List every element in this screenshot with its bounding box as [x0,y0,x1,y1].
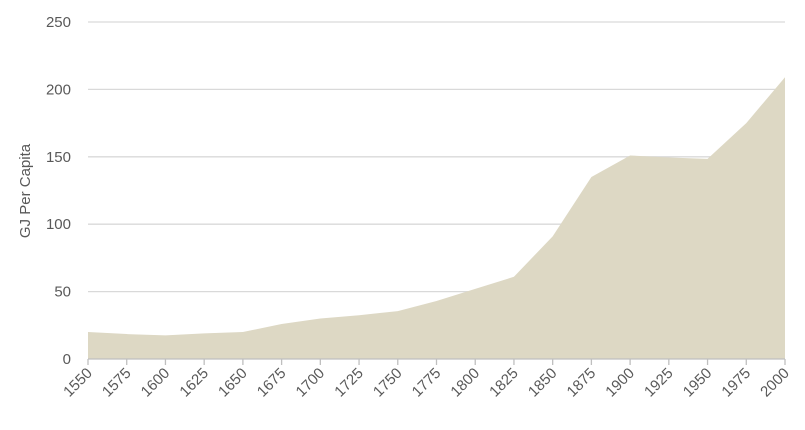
y-tick-label: 100 [46,216,71,233]
x-tick-label: 1700 [293,365,329,401]
x-tick-label: 1800 [447,365,483,401]
x-tick-label: 1825 [486,365,522,401]
y-tick-label: 0 [63,351,71,368]
x-tick-label: 1750 [370,365,406,401]
x-tick-label: 2000 [757,365,793,401]
x-tick-label: 1900 [602,365,638,401]
x-tick-label: 1650 [215,365,251,401]
y-axis-label: GJ Per Capita [17,143,34,238]
x-tick-label: 1550 [60,365,96,401]
x-tick-label: 1600 [138,365,174,401]
y-tick-label: 250 [46,14,71,31]
series-area [88,77,785,359]
x-tick-label: 1950 [680,365,716,401]
y-tick-label: 200 [46,81,71,98]
y-tick-label: 150 [46,149,71,166]
x-tick-label: 1625 [176,365,212,401]
x-tick-label: 1775 [409,365,445,401]
x-tick-label: 1925 [641,365,677,401]
x-tick-label: 1850 [525,365,561,401]
y-tick-labels: 0 50 100 150 200 250 [46,14,71,368]
x-tick-label: 1575 [99,365,135,401]
x-tick-labels: 1550 1575 1600 1625 1650 1675 1700 1725 1750 1775… [60,359,793,400]
x-tick-label: 1975 [718,365,754,401]
x-tick-label: 1725 [331,365,367,401]
x-tick-label: 1875 [564,365,600,401]
x-tick-label: 1675 [254,365,290,401]
y-tick-label: 50 [54,284,71,301]
